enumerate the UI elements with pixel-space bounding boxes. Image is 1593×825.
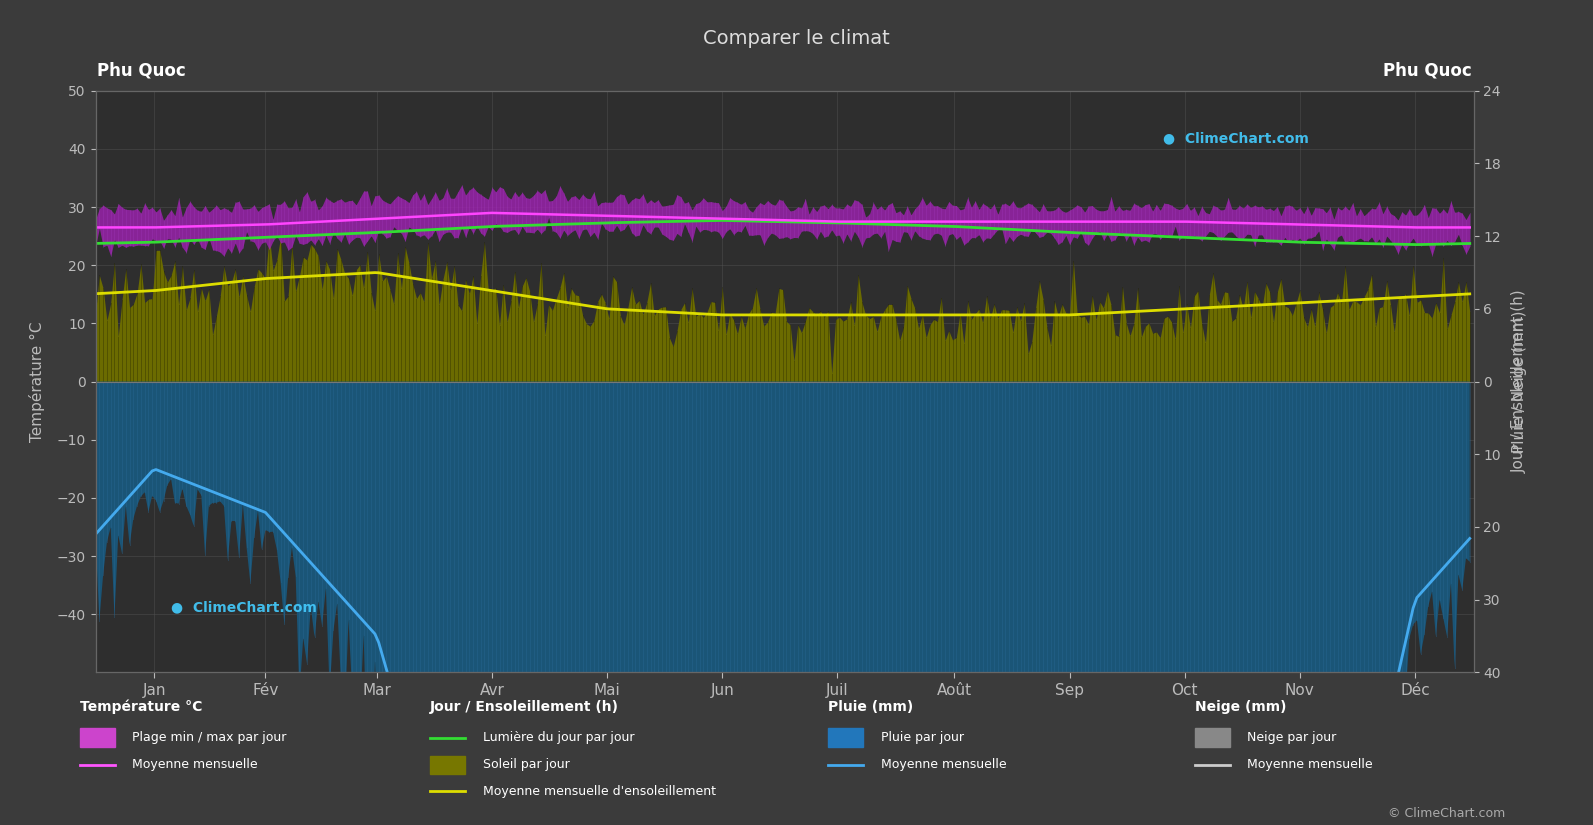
Bar bbox=[1195, 728, 1230, 747]
Text: Moyenne mensuelle d'ensoleillement: Moyenne mensuelle d'ensoleillement bbox=[483, 785, 715, 798]
Text: Phu Quoc: Phu Quoc bbox=[1383, 61, 1472, 79]
Text: Moyenne mensuelle: Moyenne mensuelle bbox=[132, 758, 258, 771]
Text: Jour / Ensoleillement (h): Jour / Ensoleillement (h) bbox=[430, 700, 620, 714]
Text: © ClimeChart.com: © ClimeChart.com bbox=[1388, 807, 1505, 820]
Bar bbox=[828, 728, 863, 747]
Text: Moyenne mensuelle: Moyenne mensuelle bbox=[1247, 758, 1373, 771]
Y-axis label: Pluie / Neige (mm): Pluie / Neige (mm) bbox=[1512, 310, 1528, 453]
Text: Neige par jour: Neige par jour bbox=[1247, 731, 1337, 744]
Text: Plage min / max par jour: Plage min / max par jour bbox=[132, 731, 287, 744]
Text: Neige (mm): Neige (mm) bbox=[1195, 700, 1286, 714]
Text: Moyenne mensuelle: Moyenne mensuelle bbox=[881, 758, 1007, 771]
Text: Phu Quoc: Phu Quoc bbox=[97, 61, 186, 79]
Text: Soleil par jour: Soleil par jour bbox=[483, 758, 569, 771]
Text: Pluie (mm): Pluie (mm) bbox=[828, 700, 914, 714]
Bar bbox=[80, 728, 115, 747]
Y-axis label: Température °C: Température °C bbox=[30, 321, 46, 442]
Text: ●  ClimeChart.com: ● ClimeChart.com bbox=[172, 601, 317, 614]
Bar bbox=[430, 756, 465, 774]
Text: Comparer le climat: Comparer le climat bbox=[703, 29, 890, 48]
Text: ●  ClimeChart.com: ● ClimeChart.com bbox=[1163, 131, 1309, 145]
Text: Pluie par jour: Pluie par jour bbox=[881, 731, 964, 744]
Text: Lumière du jour par jour: Lumière du jour par jour bbox=[483, 731, 634, 744]
Y-axis label: Jour / Ensoleillement (h): Jour / Ensoleillement (h) bbox=[1512, 290, 1528, 474]
Text: Température °C: Température °C bbox=[80, 699, 202, 714]
